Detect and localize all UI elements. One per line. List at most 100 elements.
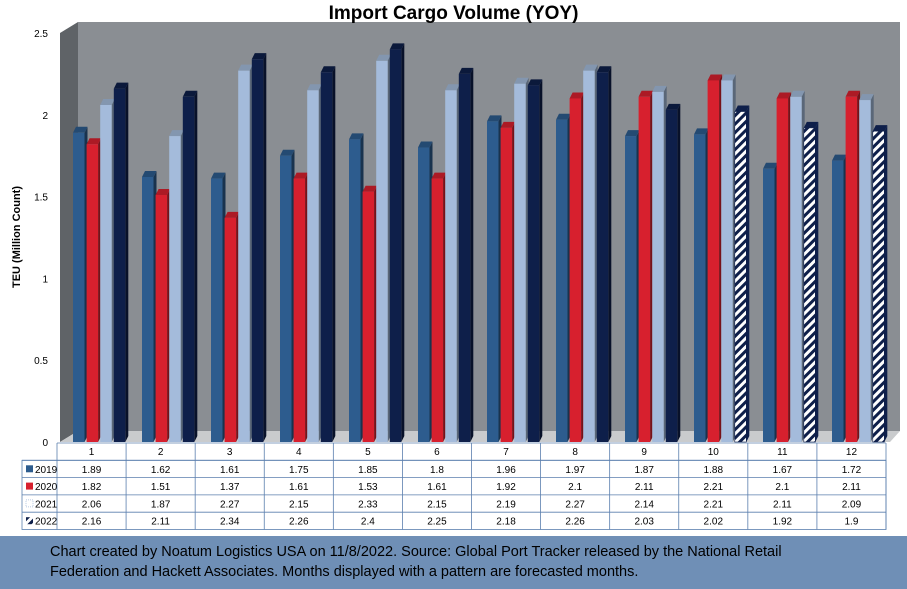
table-cell-2021-12: 2.09 bbox=[842, 499, 862, 510]
table-cell-2021-6: 2.15 bbox=[427, 499, 447, 510]
table-cell-2019-1: 1.89 bbox=[82, 465, 102, 476]
bar-2021-11 bbox=[790, 90, 805, 442]
bar-top bbox=[458, 67, 474, 74]
bar-top bbox=[211, 172, 226, 179]
bar-2020-1 bbox=[86, 138, 102, 443]
bar-front bbox=[776, 98, 789, 442]
chart-caption: Chart created by Noatum Logistics USA on… bbox=[0, 536, 907, 589]
bar-top bbox=[500, 121, 516, 128]
bar-front bbox=[845, 96, 858, 442]
bar-2020-10 bbox=[707, 74, 723, 442]
bars bbox=[73, 43, 888, 443]
bar-2019-2 bbox=[142, 170, 157, 442]
bar-top bbox=[721, 74, 736, 81]
table-cell-2019-12: 1.72 bbox=[842, 465, 862, 476]
table-cell-2020-1: 1.82 bbox=[82, 482, 102, 493]
legend-label-2019: 2019 bbox=[35, 465, 58, 476]
x-tick-label: 5 bbox=[365, 447, 371, 458]
table-cell-2021-10: 2.21 bbox=[704, 499, 724, 510]
bar-2019-7 bbox=[487, 115, 502, 443]
bar-top bbox=[638, 90, 654, 97]
bar-top bbox=[100, 98, 115, 105]
y-tick-label: 0 bbox=[42, 438, 48, 449]
table-cell-2020-8: 2.1 bbox=[568, 482, 582, 493]
table-cell-2022-11: 1.92 bbox=[773, 517, 793, 528]
bar-top bbox=[514, 77, 529, 84]
bar-top bbox=[665, 103, 681, 110]
table-cell-2021-11: 2.11 bbox=[773, 499, 792, 510]
table-cell-2021-8: 2.27 bbox=[565, 499, 585, 510]
table-cell-2022-10: 2.02 bbox=[704, 517, 724, 528]
bar-front bbox=[652, 91, 664, 442]
bar-top bbox=[155, 188, 171, 195]
bar-side bbox=[332, 66, 336, 442]
bar-top bbox=[376, 54, 391, 61]
table-cell-2020-5: 1.53 bbox=[358, 482, 378, 493]
bar-top bbox=[362, 185, 378, 192]
table-cell-2022-6: 2.25 bbox=[427, 517, 447, 528]
bar-side bbox=[677, 103, 681, 442]
bar-top bbox=[182, 90, 198, 97]
bar-2020-8 bbox=[569, 92, 585, 442]
bar-top bbox=[86, 138, 102, 145]
x-tick-label: 8 bbox=[572, 447, 578, 458]
bar-2020-7 bbox=[500, 121, 516, 442]
y-axis: 0 0.5 1 1.5 2 2.5 bbox=[34, 29, 48, 449]
table-cell-2020-12: 2.11 bbox=[842, 482, 861, 493]
bar-top bbox=[652, 85, 667, 92]
bar-front bbox=[500, 127, 513, 442]
bar-front bbox=[389, 49, 402, 443]
bar-2021-2 bbox=[169, 130, 184, 442]
bar-2021-10 bbox=[721, 74, 736, 442]
table-cell-2020-7: 1.92 bbox=[496, 482, 516, 493]
bar-front bbox=[182, 96, 195, 442]
bar-side bbox=[194, 90, 198, 442]
bar-2021-8 bbox=[583, 64, 598, 443]
bar-2021-4 bbox=[307, 84, 322, 442]
table-cell-2020-10: 2.21 bbox=[704, 482, 724, 493]
table-cell-2020-11: 2.1 bbox=[775, 482, 789, 493]
bar-2019-9 bbox=[625, 130, 640, 442]
bar-front bbox=[376, 60, 388, 442]
table-cell-2022-4: 2.26 bbox=[289, 517, 309, 528]
table-cell-2021-9: 2.14 bbox=[634, 499, 654, 510]
bar-top bbox=[389, 43, 405, 50]
bar-side bbox=[470, 67, 474, 443]
chart-title: Import Cargo Volume (YOY) bbox=[328, 3, 579, 24]
table-cell-2021-4: 2.15 bbox=[289, 499, 309, 510]
y-tick-label: 1 bbox=[42, 274, 48, 285]
bar-2021-6 bbox=[445, 84, 460, 442]
caption-line-2: Federation and Hackett Associates. Month… bbox=[50, 564, 639, 580]
bar-top bbox=[169, 130, 184, 137]
bar-front bbox=[224, 217, 237, 442]
table-cell-2022-3: 2.34 bbox=[220, 517, 240, 528]
x-tick-label: 9 bbox=[641, 447, 647, 458]
bar-2019-8 bbox=[556, 113, 571, 442]
bar-2022-5 bbox=[389, 43, 405, 443]
bar-2020-3 bbox=[224, 211, 240, 442]
bar-front bbox=[307, 90, 319, 442]
bar-top bbox=[113, 82, 129, 89]
bar-side bbox=[815, 121, 819, 442]
bar-2019-3 bbox=[211, 172, 226, 442]
bar-2020-2 bbox=[155, 188, 171, 442]
legend-key-2019 bbox=[26, 465, 33, 473]
table-cell-2020-3: 1.37 bbox=[220, 482, 240, 493]
bar-side bbox=[263, 53, 267, 443]
bar-top bbox=[251, 53, 267, 60]
table-cell-2020-2: 1.51 bbox=[151, 482, 171, 493]
bar-top bbox=[694, 128, 709, 135]
x-tick-label: 3 bbox=[227, 447, 233, 458]
bar-front bbox=[142, 176, 154, 442]
bar-2022-1 bbox=[113, 82, 129, 443]
bar-front bbox=[73, 132, 85, 442]
bar-front bbox=[790, 96, 802, 442]
bar-2019-11 bbox=[763, 162, 778, 442]
table-cell-2019-8: 1.97 bbox=[565, 465, 585, 476]
table-cell-2021-7: 2.19 bbox=[496, 499, 516, 510]
table-cell-2019-9: 1.87 bbox=[634, 465, 654, 476]
bar-front bbox=[211, 178, 223, 442]
bar-top bbox=[845, 90, 861, 97]
bar-front bbox=[625, 136, 637, 442]
